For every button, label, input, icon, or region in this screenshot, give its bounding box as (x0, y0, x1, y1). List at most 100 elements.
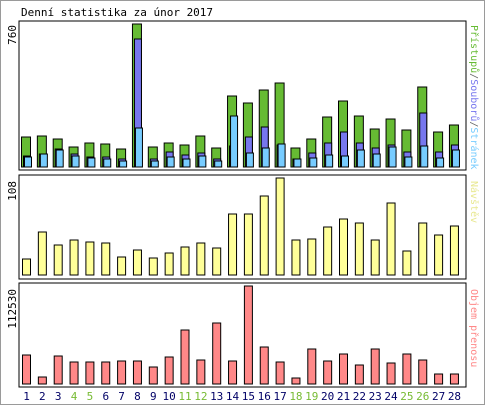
x-tick-label: 22 (353, 390, 366, 403)
bar-middle-1-day-1 (22, 258, 31, 276)
bar-middle-1-day-4 (69, 239, 79, 276)
bar-bottom-1-day-23 (370, 348, 380, 385)
bar-bottom-1-day-1 (22, 354, 31, 385)
bar-top-3-day-28 (451, 149, 460, 168)
chart-title: Denní statistika za únor 2017 (21, 6, 213, 19)
side-label-part: Souborů (468, 79, 480, 121)
x-tick-label: 10 (163, 390, 176, 403)
bar-top-3-day-12 (198, 155, 207, 168)
bar-bottom-1-day-12 (196, 359, 206, 385)
side-label-part: Přístupů (468, 25, 480, 73)
x-tick-label: 14 (226, 390, 240, 403)
bar-bottom-1-day-25 (402, 353, 412, 385)
bar-middle-1-day-24 (386, 202, 396, 276)
series-side-label: Návštěv (468, 181, 480, 223)
bar-top-3-day-26 (420, 145, 429, 168)
bar-top-3-day-27 (436, 157, 445, 168)
bar-top-3-day-7 (119, 160, 128, 168)
bar-top-3-day-1 (24, 156, 32, 168)
x-tick-label: 5 (87, 390, 94, 403)
bar-bottom-1-day-9 (148, 366, 158, 385)
side-label-part: / (468, 73, 479, 79)
bar-middle-1-day-20 (323, 226, 333, 276)
x-tick-label: 27 (432, 390, 445, 403)
x-tick-label: 1 (23, 390, 30, 403)
bar-top-3-day-9 (150, 160, 159, 168)
bar-bottom-1-day-14 (228, 360, 238, 385)
x-tick-label: 20 (321, 390, 334, 403)
bar-bottom-1-day-16 (259, 346, 269, 385)
bar-top-3-day-16 (261, 147, 270, 168)
x-tick-label: 9 (150, 390, 157, 403)
series-1 (22, 177, 459, 276)
bar-bottom-1-day-2 (37, 376, 47, 385)
bar-bottom-1-day-24 (386, 362, 396, 385)
bar-bottom-1-day-13 (212, 322, 222, 385)
x-tick-label: 21 (337, 390, 350, 403)
x-tick-label: 6 (102, 390, 109, 403)
bar-top-3-day-6 (103, 158, 112, 168)
side-label-part: Návštěv (468, 181, 480, 223)
bar-middle-1-day-19 (307, 238, 317, 276)
y-max-label: 108 (6, 181, 19, 201)
bar-middle-1-day-22 (354, 222, 364, 276)
series-side-label: Objem přenosu (468, 289, 480, 367)
x-tick-label: 3 (55, 390, 62, 403)
x-tick-label: 18 (289, 390, 302, 403)
side-label-part: Stránek (468, 127, 480, 169)
bar-top-3-day-17 (277, 143, 286, 168)
bar-top-3-day-24 (388, 146, 397, 168)
x-tick-label: 11 (178, 390, 191, 403)
bar-top-3-day-3 (55, 149, 64, 168)
bar-top-3-day-8 (134, 127, 143, 168)
x-tick-label: 28 (448, 390, 461, 403)
bar-bottom-1-day-19 (307, 348, 317, 385)
x-tick-label: 25 (400, 390, 413, 403)
bar-top-3-day-25 (404, 156, 413, 168)
y-max-label: 112530 (6, 289, 19, 329)
bar-bottom-1-day-26 (418, 359, 428, 385)
x-tick-label: 7 (118, 390, 125, 403)
bar-bottom-1-day-3 (53, 355, 63, 385)
bar-bottom-1-day-5 (85, 361, 95, 385)
x-tick-label: 17 (273, 390, 286, 403)
side-label-part: / (468, 121, 479, 127)
bar-middle-1-day-9 (148, 257, 158, 276)
bar-middle-1-day-5 (85, 241, 95, 276)
panel-top: 760 Přístupů/Souborů/Stránek (6, 20, 480, 171)
x-tick-label: 26 (416, 390, 429, 403)
bar-middle-1-day-28 (449, 225, 459, 276)
chart-panels: 760 Přístupů/Souborů/Stránek 108 Návštěv 112… (6, 20, 480, 388)
x-tick-label: 23 (369, 390, 382, 403)
bar-bottom-1-day-27 (434, 373, 444, 385)
bar-top-3-day-21 (341, 155, 349, 168)
bar-middle-1-day-6 (101, 242, 111, 276)
x-tick-label: 15 (242, 390, 255, 403)
panel-middle: 108 Návštěv (6, 174, 480, 280)
bar-bottom-1-day-28 (449, 373, 459, 385)
x-tick-label: 16 (258, 390, 271, 403)
bar-middle-1-day-7 (117, 256, 127, 276)
bar-top-3-day-13 (214, 160, 223, 168)
series-1 (22, 285, 459, 385)
x-tick-label: 13 (210, 390, 223, 403)
bar-top-3-day-5 (87, 157, 96, 168)
x-tick-label: 4 (71, 390, 78, 403)
bar-middle-1-day-13 (212, 247, 222, 276)
bar-middle-1-day-14 (228, 213, 238, 276)
bar-bottom-1-day-18 (291, 377, 301, 385)
bar-bottom-1-day-21 (339, 353, 348, 385)
bar-middle-1-day-17 (275, 177, 285, 276)
bar-bottom-1-day-17 (275, 361, 285, 385)
bar-middle-1-day-18 (291, 239, 301, 276)
bar-bottom-1-day-10 (164, 356, 174, 385)
bar-bottom-1-day-6 (101, 361, 111, 385)
bar-middle-1-day-11 (180, 246, 190, 276)
bar-bottom-1-day-15 (243, 285, 253, 385)
bar-middle-1-day-12 (196, 242, 206, 276)
bar-bottom-1-day-20 (323, 360, 333, 385)
bar-middle-1-day-8 (132, 249, 142, 276)
side-label-part: Objem přenosu (468, 289, 480, 367)
